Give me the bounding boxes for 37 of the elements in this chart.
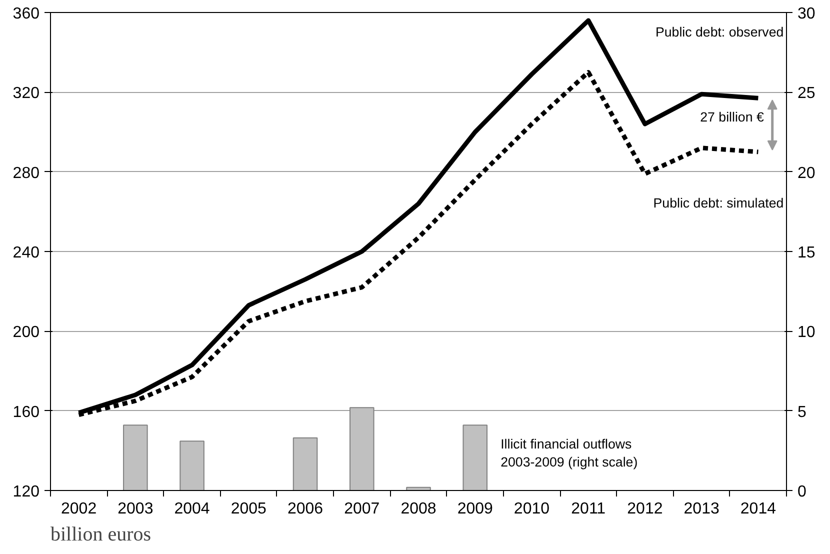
bar [349, 407, 374, 490]
y2-tick-label: 30 [798, 6, 816, 22]
x-tick-label: 2012 [627, 500, 663, 518]
x-tick-label: 2014 [740, 500, 776, 518]
x-tick-label: 2003 [118, 500, 154, 518]
annotation: 27 billion € [700, 110, 764, 125]
x-tick-label: 2009 [457, 500, 494, 518]
x-tick-label: 2005 [230, 500, 267, 518]
y-tick-label: 160 [12, 404, 40, 421]
x-tick-label: 2010 [514, 500, 550, 518]
y2-tick-label: 10 [798, 324, 816, 342]
x-tick-label: 2002 [61, 500, 97, 518]
series-label: Illicit financial outflows 2003-2009 (right scale) [500, 436, 638, 470]
x-tick-label: 2006 [287, 500, 324, 518]
y-tick-label: 200 [12, 324, 40, 342]
x-tick-label: 2013 [684, 500, 720, 518]
y2-tick-label: 5 [798, 404, 806, 421]
y-tick-label: 320 [12, 85, 40, 102]
series-label: Public debt: simulated [653, 196, 784, 211]
legend-label: Public debt: observed [655, 24, 784, 40]
y2-tick-label: 25 [798, 85, 816, 102]
x-tick-label: 2008 [400, 500, 436, 518]
y2-tick-label: 20 [798, 164, 816, 182]
bar [462, 424, 488, 490]
bar [292, 437, 318, 490]
bar [180, 440, 204, 490]
text: billion euros [50, 524, 152, 546]
y-tick-label: 280 [12, 164, 40, 182]
bar [123, 424, 148, 490]
y2-tick-label: 15 [798, 244, 816, 262]
x-tick-label: 2004 [174, 500, 210, 518]
x-tick-label: 2011 [571, 500, 606, 518]
y-tick-label: 120 [12, 484, 40, 500]
x-tick-label: 2007 [344, 500, 380, 518]
y2-tick-label: 0 [798, 484, 806, 500]
y-tick-label: 360 [12, 6, 40, 22]
y-tick-label: 240 [12, 244, 40, 262]
